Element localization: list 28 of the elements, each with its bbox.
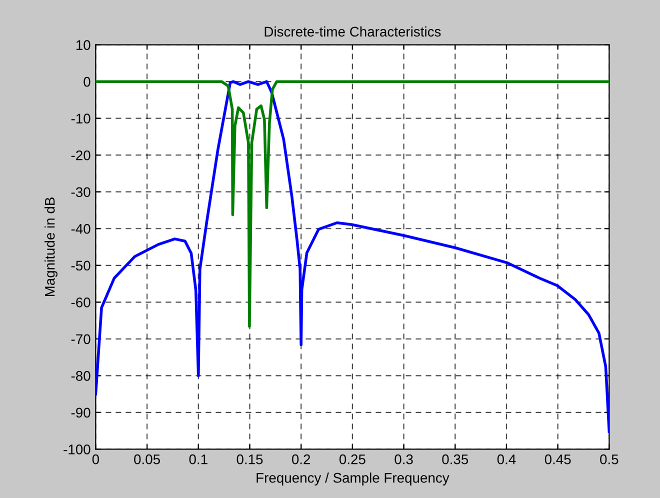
y-tick-label: -90 <box>71 408 90 418</box>
x-tick-label: 0.15 <box>236 454 263 464</box>
x-tick-label: 0.4 <box>497 454 516 464</box>
x-tick-label: 0.1 <box>189 454 208 464</box>
x-tick-label: 0.5 <box>600 454 618 464</box>
y-tick-label: -10 <box>71 114 90 124</box>
y-tick-label: 10 <box>76 40 90 50</box>
x-tick-label: 0 <box>92 454 100 464</box>
x-tick-label: 0.45 <box>544 454 571 464</box>
x-axis-title: Frequency / Sample Frequency <box>256 472 450 486</box>
y-tick-label: -20 <box>71 150 90 160</box>
x-tick-label: 0.2 <box>292 454 310 464</box>
line-series <box>96 80 610 433</box>
y-tick-label: -80 <box>71 371 90 381</box>
y-tick-label: -100 <box>64 444 90 454</box>
y-tick-label: -50 <box>71 260 90 271</box>
y-tick-label: -30 <box>71 187 90 198</box>
line-series <box>96 80 610 328</box>
y-tick-label: -60 <box>71 297 90 308</box>
x-tick-label: 0.05 <box>134 454 160 464</box>
y-tick-label: -40 <box>71 224 90 234</box>
chart-title: Discrete-time Characteristics <box>264 26 441 37</box>
x-tick-label: 0.35 <box>442 454 468 464</box>
y-tick-label: 0 <box>84 76 90 87</box>
y-tick-label: -70 <box>71 334 90 344</box>
x-tick-label: 0.3 <box>394 454 413 464</box>
y-axis-title: Magnitude in dB <box>44 198 58 296</box>
x-tick-label: 0.25 <box>339 454 366 464</box>
